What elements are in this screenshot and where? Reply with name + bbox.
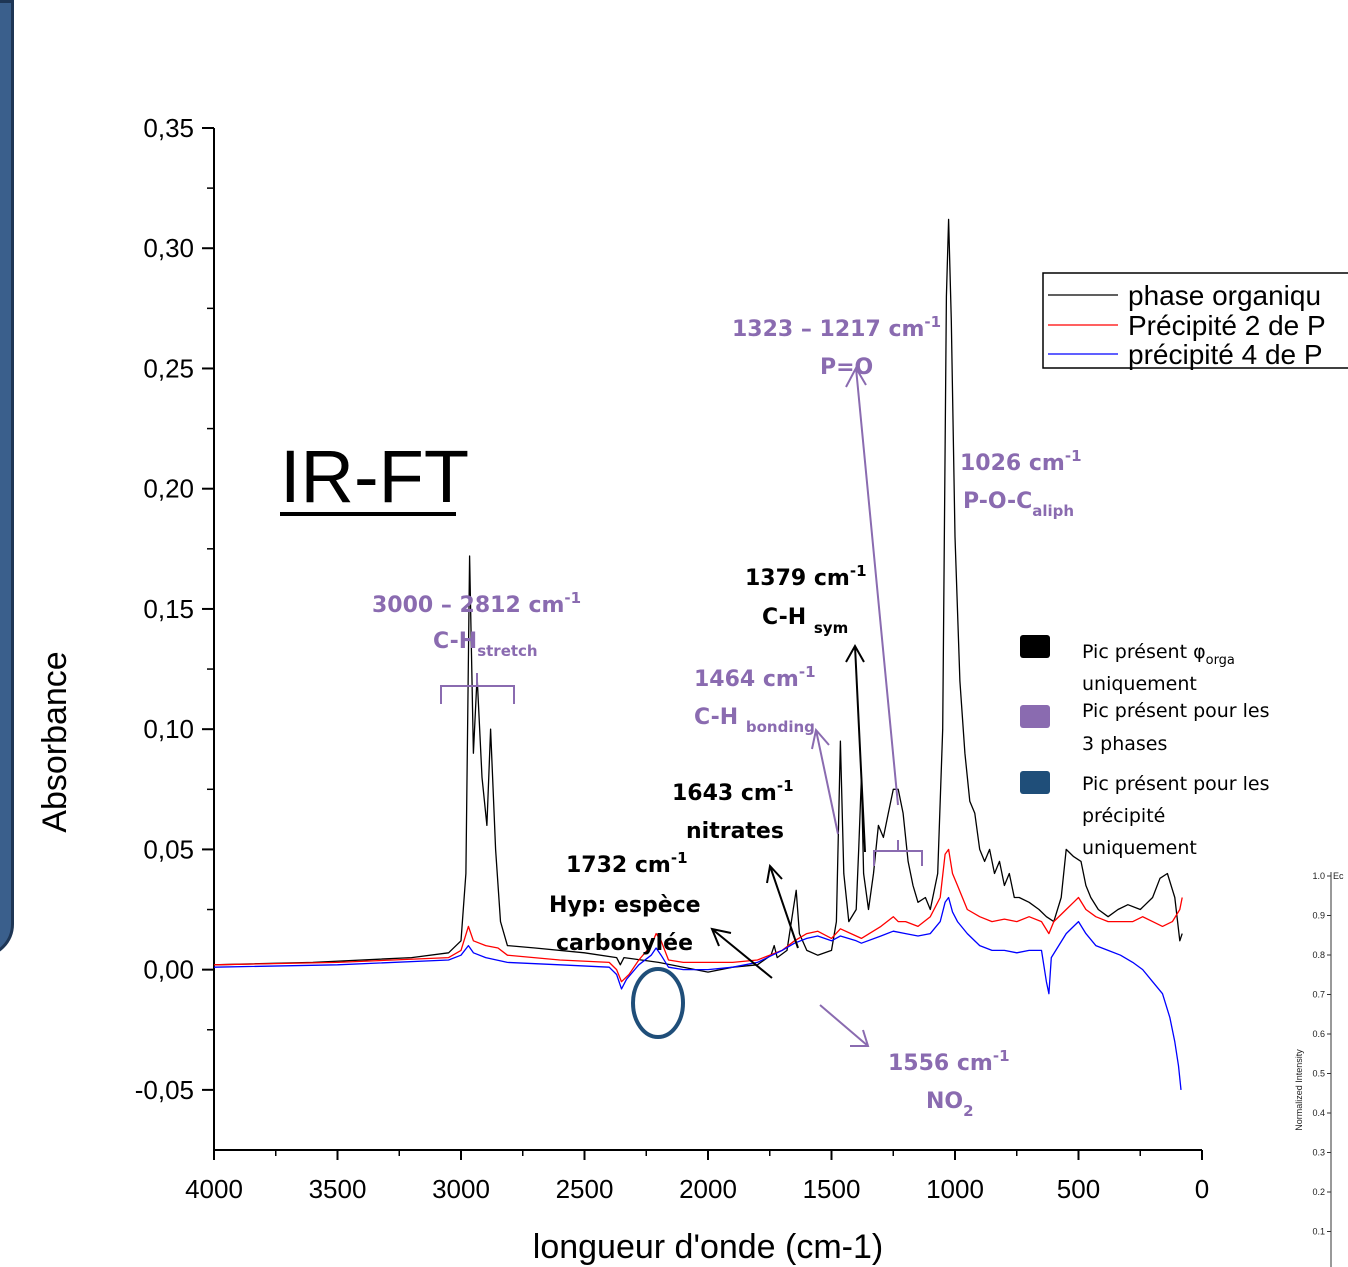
inset-tick-label: 0.8: [1312, 950, 1325, 960]
bracket-po: [873, 840, 923, 866]
svg-text:P=O: P=O: [820, 355, 873, 380]
annotation-ch-bonding: 1464 cm-1 C-H bonding: [694, 663, 816, 736]
color-key: Pic présent φorga uniquement Pic présent…: [1020, 635, 1270, 859]
y-tick-label: 0,15: [143, 594, 194, 624]
x-ticks: [213, 1150, 1203, 1160]
inset-tick-label: 0.5: [1312, 1069, 1325, 1079]
x-tick-label: 2500: [556, 1174, 614, 1204]
x-tick-label: 4000: [185, 1174, 243, 1204]
key-swatch-blue: [1020, 771, 1050, 794]
legend-label-blue: précipité 4 de P: [1128, 339, 1323, 370]
inset-tick-label: 0.6: [1312, 1029, 1325, 1039]
inset-tick-label: 0.4: [1312, 1108, 1325, 1118]
inset-ylabel: Normalized Intensity: [1294, 1049, 1304, 1131]
svg-text:1643 cm-1: 1643 cm-1: [672, 777, 794, 806]
legend-frame: [1042, 272, 1348, 369]
y-tick-label: 0,25: [143, 353, 194, 383]
y-tick-label: 0,05: [143, 834, 194, 864]
y-tick-label: 0,10: [143, 714, 194, 744]
inset-tick-label: 0.9: [1312, 911, 1325, 921]
inset-corner-label: Ec: [1333, 871, 1344, 881]
series-line-1: [213, 848, 1183, 983]
arrow-ch-sym: [845, 643, 866, 853]
key-swatch-purple: [1020, 705, 1050, 728]
svg-text:NO2: NO2: [926, 1089, 974, 1120]
y-tick-label: 0,35: [143, 113, 194, 143]
key-label-black-1: Pic présent φorga: [1082, 641, 1235, 668]
x-tick-label: 0: [1195, 1174, 1209, 1204]
y-tick-label: 0,00: [143, 955, 194, 985]
x-tick-labels: 4000 3500 3000 2500 2000 1500 1000 500 0: [185, 1174, 1209, 1204]
x-tick-label: 2000: [679, 1174, 737, 1204]
x-tick-label: 500: [1057, 1174, 1100, 1204]
svg-text:1379 cm-1: 1379 cm-1: [745, 562, 867, 591]
inset-chart: 1.0 0.9 0.8 0.7 0.6 0.5 0.4 0.3 0.2 0.1 Normalize…: [1294, 871, 1344, 1267]
highlight-ellipse: [631, 967, 685, 1039]
title-overlay: IR-FT: [280, 435, 469, 518]
arrow-no2: [819, 1004, 870, 1047]
y-tick-label: -0,05: [135, 1075, 194, 1105]
x-tick-label: 3500: [309, 1174, 367, 1204]
annotation-arrows: [440, 365, 923, 1047]
bracket-ch-stretch: [440, 673, 515, 704]
svg-text:1026 cm-1: 1026 cm-1: [960, 447, 1082, 476]
inset-tick-label: 1.0: [1312, 871, 1325, 881]
svg-text:carbonylée: carbonylée: [556, 931, 693, 956]
y-tick-labels: 0,35 0,30 0,25 0,20 0,15 0,10 0,05 0,00 -0,05: [135, 113, 194, 1105]
svg-text:C-H bonding: C-H bonding: [694, 705, 815, 736]
annotation-nitrates: 1643 cm-1 nitrates: [672, 777, 794, 844]
svg-text:1323 – 1217 cm-1: 1323 – 1217 cm-1: [732, 313, 941, 342]
arrow-carbonyl: [710, 927, 773, 979]
legend: phase organiqu Précipité 2 de P précipit…: [1042, 272, 1348, 370]
arrow-nitrates: [766, 863, 799, 949]
annotation-ch-stretch: 3000 – 2812 cm-1 C-Hstretch: [372, 589, 581, 660]
y-axis-title: Absorbance: [36, 651, 74, 832]
svg-text:Hyp: espèce: Hyp: espèce: [549, 893, 701, 918]
arrow-ch-bonding: [811, 727, 839, 835]
arrow-po: [845, 365, 899, 806]
inset-tick-label: 0.3: [1312, 1148, 1325, 1158]
x-tick-label: 3000: [432, 1174, 490, 1204]
svg-text:1464 cm-1: 1464 cm-1: [694, 663, 816, 692]
svg-text:C-H sym: C-H sym: [762, 605, 848, 637]
key-label-blue-2: précipité: [1082, 805, 1165, 827]
y-ticks: [202, 127, 214, 1091]
inset-tick-label: 0.2: [1312, 1187, 1325, 1197]
x-tick-label: 1000: [926, 1174, 984, 1204]
key-label-purple-1: Pic présent pour les: [1082, 700, 1270, 722]
svg-text:1556 cm-1: 1556 cm-1: [888, 1047, 1010, 1076]
key-label-blue-3: uniquement: [1082, 837, 1197, 859]
key-label-blue-1: Pic présent pour les: [1082, 773, 1270, 795]
inset-tick-label: 0.1: [1312, 1227, 1325, 1237]
key-label-purple-2: 3 phases: [1082, 733, 1167, 755]
x-axis-title: longueur d'onde (cm-1): [533, 1228, 883, 1266]
legend-label-red: Précipité 2 de P: [1128, 310, 1326, 341]
svg-text:3000 – 2812 cm-1: 3000 – 2812 cm-1: [372, 589, 581, 618]
inset-tick-label: 0.7: [1312, 990, 1325, 1000]
svg-text:nitrates: nitrates: [686, 819, 784, 844]
legend-label-black: phase organiqu: [1128, 280, 1321, 311]
key-label-black-2: uniquement: [1082, 673, 1197, 695]
svg-text:P-O-Caliph: P-O-Caliph: [963, 489, 1074, 520]
annotation-ch-sym: 1379 cm-1 C-H sym: [745, 562, 867, 637]
svg-text:C-Hstretch: C-Hstretch: [433, 629, 538, 660]
annotation-po: 1323 – 1217 cm-1 P=O: [732, 313, 941, 380]
annotation-poc: 1026 cm-1 P-O-Caliph: [960, 447, 1082, 520]
y-tick-label: 0,30: [143, 233, 194, 263]
x-tick-label: 1500: [803, 1174, 861, 1204]
series-line-2: [213, 896, 1182, 1090]
annotation-carbonyl: 1732 cm-1 Hyp: espèce carbonylée: [549, 849, 701, 956]
y-tick-label: 0,20: [143, 474, 194, 504]
key-swatch-black: [1020, 635, 1050, 658]
series-line-0: [213, 218, 1183, 973]
svg-text:1732 cm-1: 1732 cm-1: [566, 849, 688, 878]
annotation-no2: 1556 cm-1 NO2: [888, 1047, 1010, 1120]
inset-ticks: 1.0 0.9 0.8 0.7 0.6 0.5 0.4 0.3 0.2 0.1: [1312, 871, 1331, 1237]
series-layer: [213, 218, 1183, 1090]
